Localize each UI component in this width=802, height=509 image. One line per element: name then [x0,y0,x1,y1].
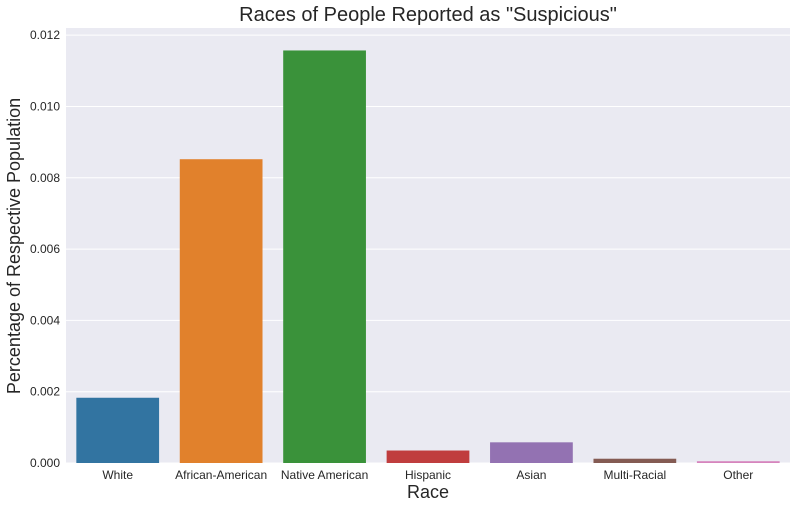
x-tick-label: White [102,468,133,482]
bar-african-american [179,159,263,463]
bar-other [696,461,780,463]
bar-white [76,397,160,463]
y-tick-label: 0.008 [30,171,60,185]
x-axis-ticks: White African-American Native American Hisp… [102,468,753,482]
y-tick-label: 0.004 [30,313,60,327]
x-tick-label: Other [723,468,753,482]
y-axis-ticks: 0.000 0.002 0.004 0.006 0.008 0.010 0.012 [30,28,60,470]
y-tick-label: 0.000 [30,456,60,470]
y-tick-label: 0.012 [30,28,60,42]
x-axis-label: Race [407,482,449,502]
bar-asian [490,442,573,463]
x-tick-label: African-American [175,468,267,482]
bar-multi-racial [593,458,677,463]
chart-title: Races of People Reported as "Suspicious" [239,4,617,26]
x-tick-label: Multi-Racial [604,468,667,482]
y-tick-label: 0.006 [30,242,60,256]
y-axis-label: Percentage of Respective Population [4,98,24,394]
x-tick-label: Asian [516,468,546,482]
y-tick-label: 0.002 [30,385,60,399]
x-tick-label: Hispanic [405,468,451,482]
plot-area [66,28,790,463]
bar-hispanic [386,450,470,463]
x-tick-label: Native American [281,468,368,482]
y-tick-label: 0.010 [30,99,60,113]
bar-native-american [283,50,366,464]
bars [76,50,780,464]
